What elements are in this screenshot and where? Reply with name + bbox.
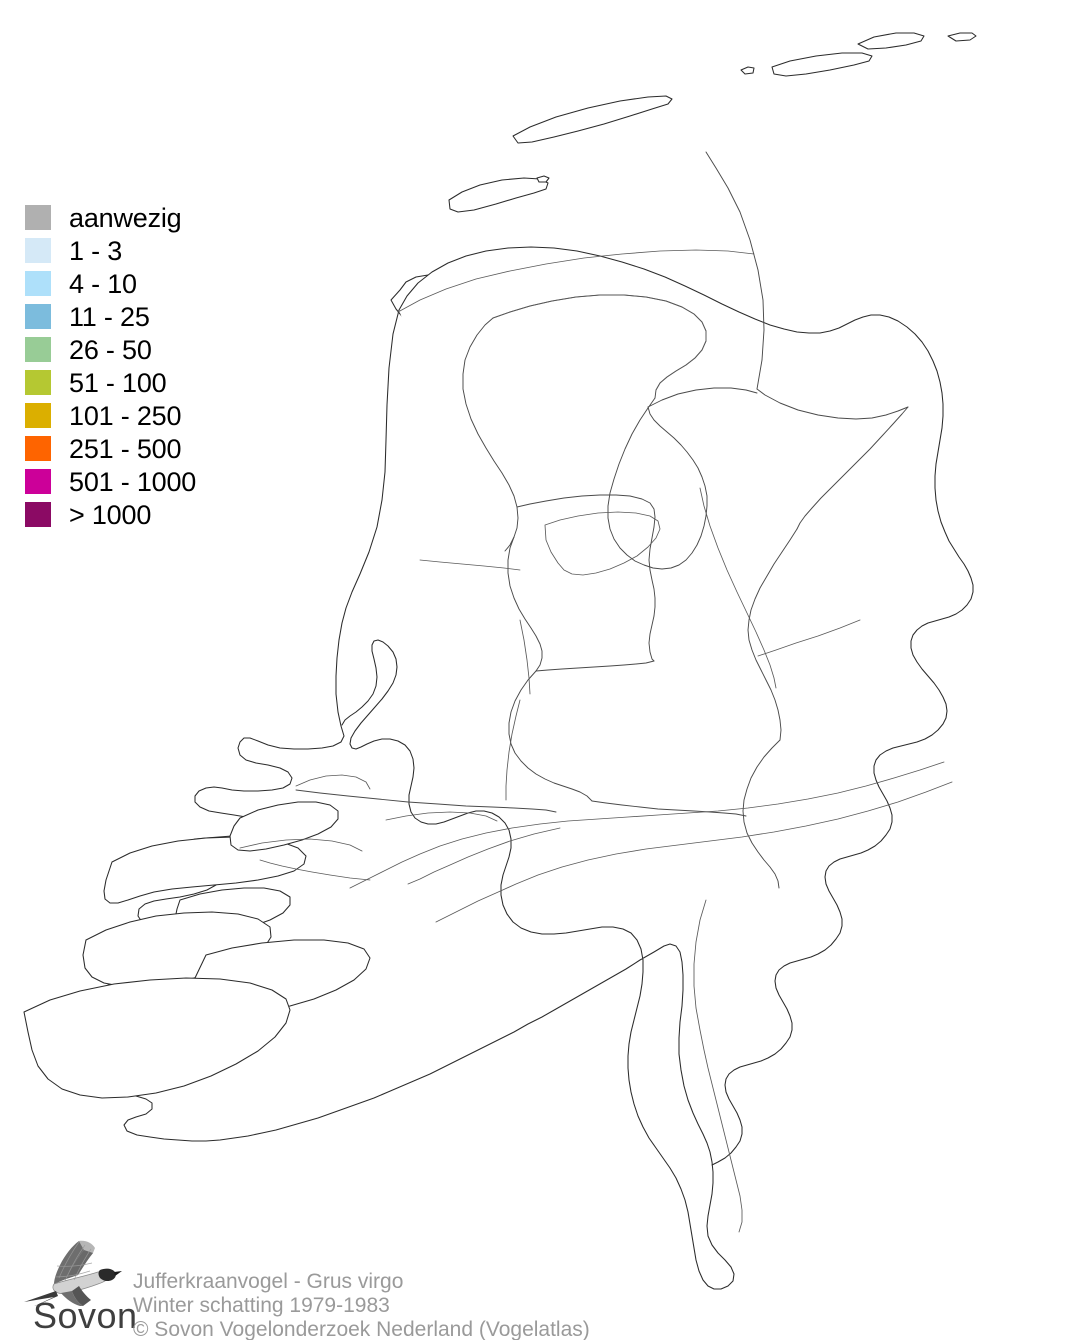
waddenzee-line — [397, 249, 755, 313]
legend-label-51-100: 51 - 100 — [69, 367, 167, 398]
legend-label-1-3: 1 - 3 — [69, 235, 123, 266]
province-border-brabant-south — [591, 800, 747, 817]
mainland-outline — [79, 247, 973, 1289]
estuary-detail-zeeland — [295, 774, 371, 790]
province-border-groningen-drenthe — [756, 388, 909, 420]
river-rijn-waal — [349, 761, 945, 889]
island-schouwen-duiveland — [103, 836, 307, 904]
estuary-detail-hollandsdiep — [385, 811, 498, 822]
island-vlieland — [448, 177, 549, 213]
island-rottumer — [947, 32, 977, 42]
province-border-gelderland-noordbrabant — [508, 670, 593, 802]
legend-swatch-51-100 — [25, 370, 51, 395]
river-maas-limburg — [693, 899, 743, 1233]
legend-label-over-1000: > 1000 — [69, 499, 152, 530]
province-border-noordholland-ijsselmeer — [462, 317, 519, 552]
legend-label-4-10: 4 - 10 — [69, 268, 137, 299]
legend-item-251-500[interactable]: 251 - 500 — [25, 432, 275, 465]
province-border-utrecht-gelderland — [535, 660, 655, 672]
legend-label-26-50: 26 - 50 — [69, 334, 152, 365]
swallow-bird-icon — [24, 1240, 122, 1306]
map-legend: aanwezig 1 - 3 4 - 10 11 - 25 26 - 50 51… — [25, 201, 275, 531]
ijsselmeer-outline — [492, 294, 707, 391]
province-border-overijssel-drenthe — [796, 406, 909, 530]
caption-copyright: © Sovon Vogelonderzoek Nederland (Vogela… — [133, 1318, 590, 1340]
legend-label-aanwezig: aanwezig — [69, 202, 182, 233]
legend-swatch-26-50 — [25, 337, 51, 362]
legend-swatch-over-1000 — [25, 502, 51, 527]
river-amstel — [519, 619, 531, 695]
province-border-noordoostpolder — [647, 387, 758, 408]
caption-species: Jufferkraanvogel - Grus virgo — [133, 1270, 404, 1293]
legend-label-101-250: 101 - 250 — [69, 400, 182, 431]
island-zeeuws-vlaanderen — [23, 977, 291, 1099]
river-hollandse-ijssel — [505, 699, 521, 801]
legend-swatch-101-250 — [25, 403, 51, 428]
legend-swatch-501-1000 — [25, 469, 51, 494]
footer: Sovon Jufferkraanvogel - Grus virgo Wint… — [16, 1236, 1056, 1340]
legend-item-aanwezig[interactable]: aanwezig — [25, 201, 275, 234]
legend-label-251-500: 251 - 500 — [69, 433, 182, 464]
legend-label-501-1000: 501 - 1000 — [69, 466, 197, 497]
legend-label-11-25: 11 - 25 — [69, 301, 150, 332]
haringvliet-detail — [239, 838, 363, 852]
river-ijssel — [699, 487, 777, 689]
caption-period: Winter schatting 1979-1983 — [133, 1294, 390, 1317]
legend-item-11-25[interactable]: 11 - 25 — [25, 300, 275, 333]
legend-item-51-100[interactable]: 51 - 100 — [25, 366, 275, 399]
map-caption: Jufferkraanvogel - Grus virgo Winter sch… — [133, 1270, 590, 1340]
island-griend — [536, 175, 550, 183]
province-border-brabant-limburg — [742, 739, 781, 889]
island-terschelling — [512, 95, 673, 144]
province-border-utrecht-zuidholland — [507, 536, 543, 672]
legend-item-over-1000[interactable]: > 1000 — [25, 498, 275, 531]
legend-swatch-251-500 — [25, 436, 51, 461]
island-schiermonnikoog — [857, 32, 925, 50]
island-ameland — [771, 52, 873, 77]
legend-item-26-50[interactable]: 26 - 50 — [25, 333, 275, 366]
legend-item-101-250[interactable]: 101 - 250 — [25, 399, 275, 432]
legend-swatch-1-3 — [25, 238, 51, 263]
legend-swatch-11-25 — [25, 304, 51, 329]
river-maas — [435, 781, 953, 923]
legend-item-4-10[interactable]: 4 - 10 — [25, 267, 275, 300]
markermeer-outline — [544, 511, 661, 576]
legend-swatch-aanwezig — [25, 205, 51, 230]
legend-swatch-4-10 — [25, 271, 51, 296]
river-lek — [407, 827, 561, 885]
sovon-logo[interactable]: Sovon — [16, 1236, 137, 1334]
legend-item-501-1000[interactable]: 501 - 1000 — [25, 465, 275, 498]
island-small-wad — [740, 66, 755, 75]
province-border-flevoland-polder — [607, 397, 708, 570]
island-tholen — [229, 801, 339, 852]
legend-item-1-3[interactable]: 1 - 3 — [25, 234, 275, 267]
province-border-friesland-groningen — [705, 151, 765, 390]
province-border-zuidholland-noordbrabant — [295, 789, 557, 813]
river-north-sea-canal — [419, 559, 521, 571]
sovon-wordmark: Sovon — [33, 1295, 138, 1336]
province-border-overijssel-gelderland — [747, 528, 798, 741]
river-vecht-overijssel — [757, 619, 861, 657]
river-nieuwe-waterweg — [259, 859, 371, 881]
